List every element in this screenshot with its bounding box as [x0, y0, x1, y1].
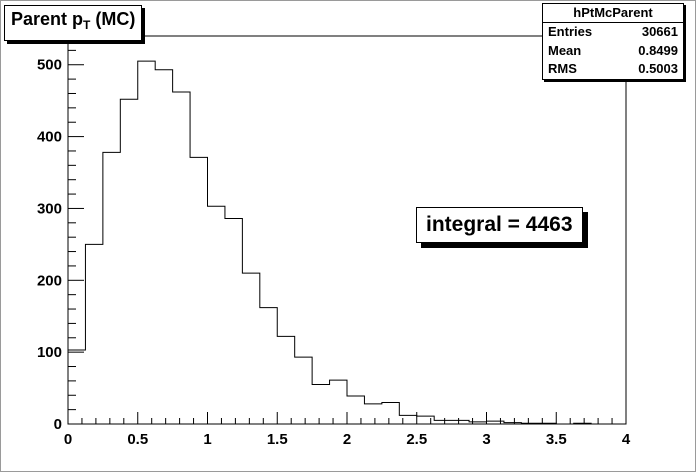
y-tick-label: 100 [37, 344, 62, 361]
histogram-outline [67, 60, 626, 425]
stats-histogram-name: hPtMcParent [543, 4, 683, 23]
stats-value: 0.5003 [638, 61, 678, 76]
y-axis: 0 100 200 300 400 500 [37, 35, 84, 433]
stats-row-rms: RMS 0.5003 [543, 60, 683, 79]
y-tick-label: 200 [37, 272, 62, 289]
x-tick-label: 2 [343, 431, 351, 448]
x-tick-label: 0.5 [127, 431, 148, 448]
x-tick-label: 3 [482, 431, 490, 448]
x-tick-label: 1 [203, 431, 211, 448]
stats-row-entries: Entries 30661 [543, 23, 683, 42]
x-tick-label: 4 [622, 431, 631, 448]
x-tick-label: 1.5 [267, 431, 288, 448]
title-subscript: T [83, 18, 91, 32]
chart-title: Parent pT (MC) [4, 5, 143, 41]
y-tick-label: 300 [37, 200, 62, 217]
stats-label: RMS [548, 61, 577, 76]
stats-value: 0.8499 [638, 42, 678, 58]
stats-box: hPtMcParent Entries 30661 Mean 0.8499 RM… [542, 3, 684, 80]
y-tick-label: 400 [37, 129, 62, 146]
y-tick-label: 0 [54, 416, 62, 433]
x-tick-label: 0 [64, 431, 72, 448]
x-tick-label: 3.5 [546, 431, 567, 448]
stats-label: Mean [548, 42, 582, 58]
stats-label: Entries [548, 24, 593, 39]
y-tick-label: 500 [37, 57, 62, 74]
title-suffix: (MC) [90, 9, 136, 29]
title-prefix: Parent p [11, 9, 84, 29]
x-tick-label: 2.5 [406, 431, 427, 448]
stats-value: 30661 [641, 24, 678, 39]
x-axis: 0 0.5 1 1.5 2 2.5 3 3.5 4 [64, 412, 631, 448]
stats-row-mean: Mean 0.8499 [543, 42, 683, 61]
integral-annotation: integral = 4463 [416, 207, 583, 243]
